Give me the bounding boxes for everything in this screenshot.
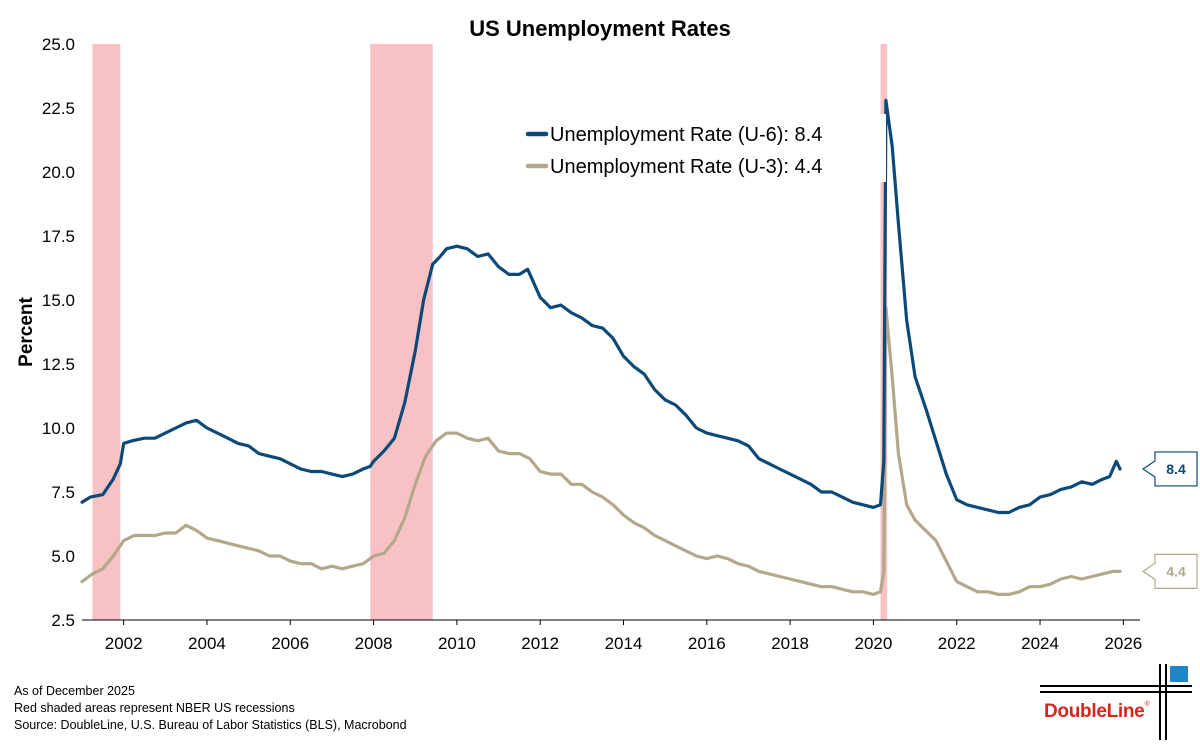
logo-grid-icon (1040, 664, 1192, 740)
callout-box (1141, 451, 1198, 487)
y-axis-label: Percent (16, 296, 37, 366)
callout-value: 8.4 (1166, 461, 1186, 477)
source-note: Source: DoubleLine, U.S. Bureau of Labor… (14, 718, 407, 732)
x-tick-label: 2014 (605, 634, 643, 653)
doubleline-logo: DoubleLine® (1036, 660, 1196, 742)
chart-title: US Unemployment Rates (469, 16, 731, 41)
x-tick-label: 2020 (855, 634, 893, 653)
logo-text: DoubleLine® (1044, 701, 1150, 722)
footnotes: As of December 2025 Red shaded areas rep… (14, 683, 407, 734)
recession-band-1 (92, 44, 121, 620)
end-value-callout-u3: 4.4 (1141, 553, 1198, 589)
callout-box (1141, 553, 1198, 589)
y-tick-label: 12.5 (42, 355, 75, 374)
y-tick-label: 7.5 (51, 483, 75, 502)
x-tick-label: 2002 (105, 634, 143, 653)
logo-accent-square (1170, 666, 1188, 682)
x-tick-label: 2008 (355, 634, 393, 653)
as-of-note: As of December 2025 (14, 684, 135, 698)
x-tick-label: 2004 (188, 634, 226, 653)
x-tick-label: 2018 (771, 634, 809, 653)
x-tick-label: 2024 (1021, 634, 1059, 653)
x-tick-label: 2012 (521, 634, 559, 653)
y-tick-label: 10.0 (42, 419, 75, 438)
y-tick-label: 2.5 (51, 611, 75, 630)
legend: Unemployment Rate (U-6): 8.4 Unemployment… (518, 114, 886, 182)
x-tick-label: 2010 (438, 634, 476, 653)
series-line-u3 (80, 306, 1122, 596)
recession-band-2 (370, 44, 433, 620)
legend-background (518, 114, 886, 182)
y-tick-label: 20.0 (42, 163, 75, 182)
end-value-callout-u6: 8.4 (1141, 451, 1198, 487)
series-line-u6 (80, 98, 1122, 515)
y-tick-label: 5.0 (51, 547, 75, 566)
x-tick-label: 2016 (688, 634, 726, 653)
y-tick-label: 17.5 (42, 227, 75, 246)
y-tick-label: 15.0 (42, 291, 75, 310)
y-tick-label: 25.0 (42, 35, 75, 54)
callout-value: 4.4 (1166, 563, 1186, 579)
legend-entry: Unemployment Rate (U-3): 4.4 (550, 156, 822, 178)
recession-note: Red shaded areas represent NBER US reces… (14, 701, 295, 715)
y-tick-label: 22.5 (42, 99, 75, 118)
x-tick-label: 2022 (938, 634, 976, 653)
legend-entry: Unemployment Rate (U-6): 8.4 (550, 124, 822, 146)
x-tick-label: 2026 (1104, 634, 1142, 653)
x-tick-label: 2006 (271, 634, 309, 653)
